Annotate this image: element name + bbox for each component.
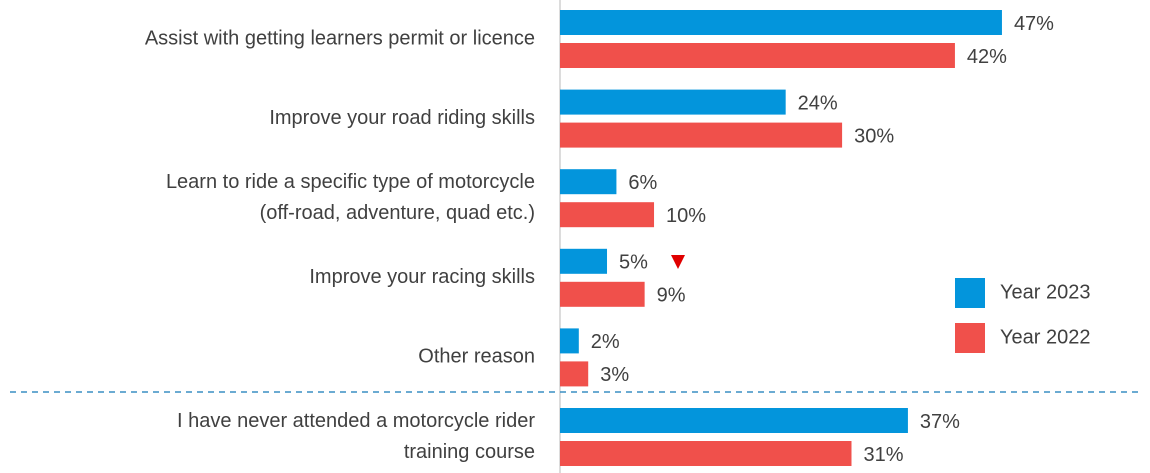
value-label: 6% xyxy=(628,172,657,194)
bar xyxy=(560,328,579,354)
legend-label: Year 2023 xyxy=(1000,281,1090,303)
value-label: 10% xyxy=(666,205,706,227)
category-label: Other reason xyxy=(418,346,535,368)
legend-swatch xyxy=(955,278,985,308)
bar xyxy=(560,202,655,228)
value-label: 5% xyxy=(619,252,648,274)
value-label: 2% xyxy=(591,331,620,353)
bar xyxy=(560,441,852,466)
bar xyxy=(560,408,908,433)
bar xyxy=(560,43,955,68)
bar xyxy=(560,248,608,274)
value-label: 24% xyxy=(798,92,838,114)
value-label: 42% xyxy=(967,46,1007,68)
category-label: Improve your racing skills xyxy=(309,266,535,288)
value-label: 30% xyxy=(854,125,894,147)
category-label: training course xyxy=(404,441,535,463)
category-label: Learn to ride a specific type of motorcy… xyxy=(166,171,535,193)
category-label: (off-road, adventure, quad etc.) xyxy=(260,202,535,224)
legend-label: Year 2022 xyxy=(1000,326,1090,348)
legend-swatch xyxy=(955,323,985,353)
category-label: Assist with getting learners permit or l… xyxy=(145,27,535,49)
bar xyxy=(560,169,617,195)
significance-marker xyxy=(671,255,685,269)
bar xyxy=(560,89,786,115)
value-label: 31% xyxy=(864,444,904,466)
value-label: 47% xyxy=(1014,13,1054,35)
bar xyxy=(560,10,1002,35)
category-label: Improve your road riding skills xyxy=(269,107,535,129)
bar xyxy=(560,361,589,387)
bar xyxy=(560,122,843,148)
bar xyxy=(560,281,645,307)
category-label: I have never attended a motorcycle rider xyxy=(177,410,535,432)
value-label: 37% xyxy=(920,411,960,433)
value-label: 9% xyxy=(657,285,686,307)
value-label: 3% xyxy=(600,364,629,386)
